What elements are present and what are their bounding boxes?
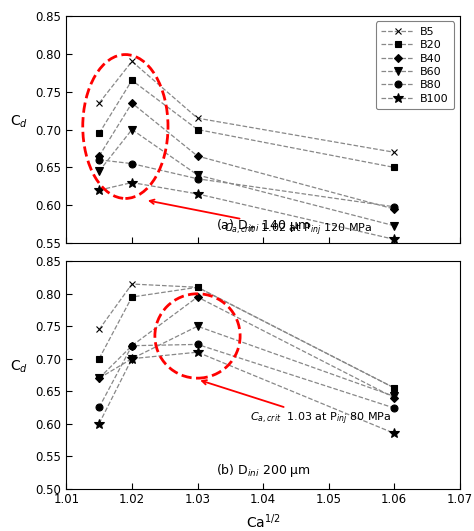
Y-axis label: C$_d$: C$_d$ [10,358,28,375]
X-axis label: Ca$^{1/2}$: Ca$^{1/2}$ [246,512,281,530]
Text: $C_{a,crit}$  1.02 at P$_{inj}$ 120 MPa: $C_{a,crit}$ 1.02 at P$_{inj}$ 120 MPa [150,200,372,238]
Y-axis label: C$_d$: C$_d$ [10,113,28,130]
Text: (a) D$_{ini}$ 140 μm: (a) D$_{ini}$ 140 μm [216,217,310,234]
Legend: B5, B20, B40, B60, B80, B100: B5, B20, B40, B60, B80, B100 [375,21,454,109]
Text: (b) D$_{ini}$ 200 μm: (b) D$_{ini}$ 200 μm [216,463,310,479]
Text: $C_{a,crit}$  1.03 at P$_{inj}$ 80 MPa: $C_{a,crit}$ 1.03 at P$_{inj}$ 80 MPa [202,380,392,427]
